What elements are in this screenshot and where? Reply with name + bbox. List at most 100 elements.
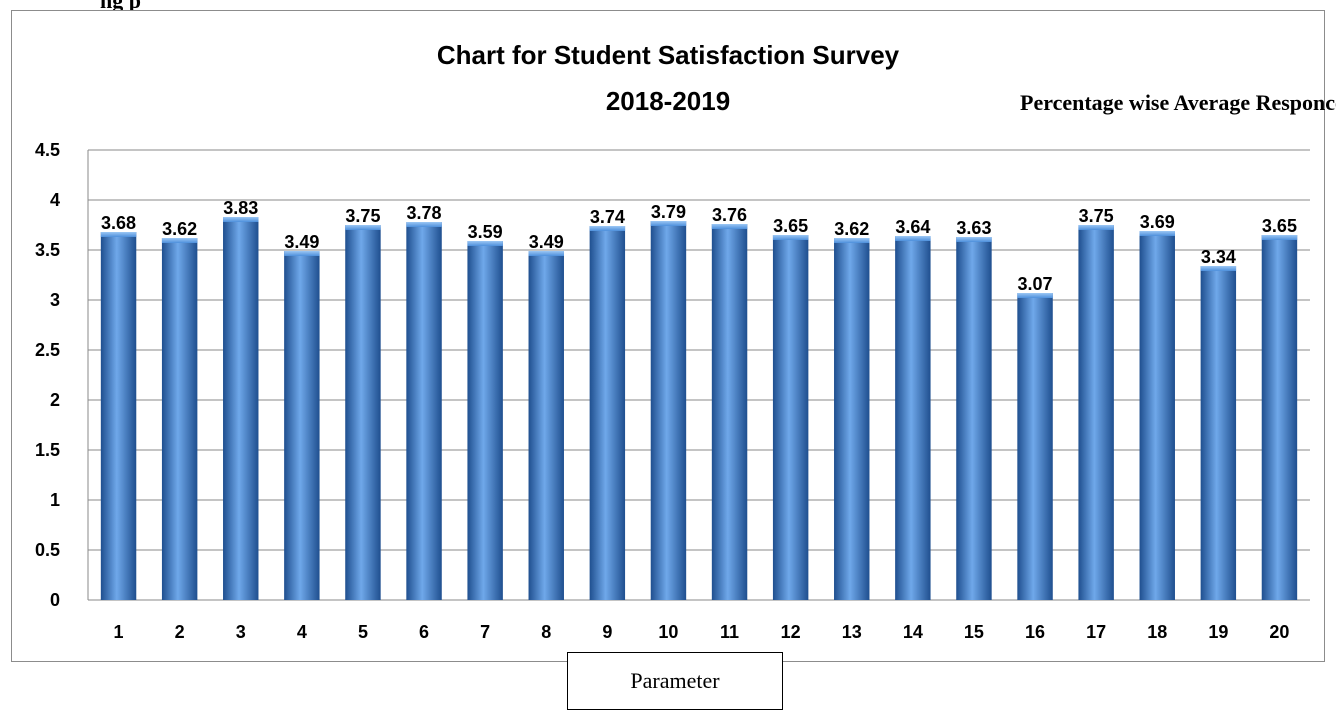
bar <box>834 238 870 600</box>
y-tick-label: 4.5 <box>35 140 60 160</box>
data-label: 3.63 <box>956 218 991 238</box>
y-tick-label: 1.5 <box>35 440 60 460</box>
bar-top-highlight <box>711 224 748 229</box>
bar-top-highlight <box>1078 225 1114 230</box>
bar <box>956 237 992 600</box>
y-tick-label: 3.5 <box>35 240 60 260</box>
x-tick-label: 11 <box>720 622 739 642</box>
bar-top-highlight <box>467 241 503 246</box>
bars <box>100 217 1298 600</box>
bar <box>589 226 626 600</box>
x-tick-label: 10 <box>658 622 678 642</box>
x-axis-title-text: Parameter <box>630 668 720 693</box>
bar <box>345 225 381 600</box>
y-tick-label: 1 <box>50 490 60 510</box>
y-tick-label: 3 <box>50 290 60 310</box>
chart-title-year: 2018-2019 <box>605 86 731 116</box>
bar <box>100 232 137 600</box>
gridlines <box>88 149 1310 601</box>
bar-top-highlight <box>834 238 870 243</box>
bar <box>223 217 259 600</box>
bar-top-highlight <box>1139 231 1175 236</box>
y-axis: 0 0.5 1 1.5 2 2.5 3 3.5 4 4.5 <box>35 140 89 610</box>
bar-top-highlight <box>895 236 931 241</box>
bar <box>711 224 748 600</box>
x-tick-label: 20 <box>1269 622 1289 642</box>
bar-top-highlight <box>1200 266 1237 271</box>
data-labels: 3.68 3.62 3.83 3.49 3.75 3.78 3.59 3.49 3.74 3.79… <box>101 198 1297 294</box>
bar <box>1078 225 1114 600</box>
bar-top-highlight <box>406 222 442 227</box>
data-label: 3.65 <box>773 216 808 236</box>
data-label: 3.49 <box>284 232 319 252</box>
bar-top-highlight <box>589 226 626 231</box>
data-label: 3.75 <box>345 206 380 226</box>
data-label: 3.62 <box>162 219 197 239</box>
y-tick-label: 0.5 <box>35 540 60 560</box>
data-label: 3.07 <box>1018 274 1053 294</box>
y-tick-label: 2 <box>50 390 60 410</box>
data-label: 3.62 <box>834 219 869 239</box>
y-tick-label: 4 <box>50 190 60 210</box>
chart-subtitle: Percentage wise Average Responce <box>1020 90 1336 115</box>
x-tick-label: 2 <box>175 622 185 642</box>
data-label: 3.59 <box>468 222 503 242</box>
bar <box>467 241 503 600</box>
bar <box>650 221 687 600</box>
bar <box>406 222 442 600</box>
bar <box>1200 266 1237 600</box>
bar-top-highlight <box>345 225 381 230</box>
bar-top-highlight <box>956 237 992 242</box>
bar-top-highlight <box>1261 235 1298 240</box>
bar-top-highlight <box>772 235 809 240</box>
data-label: 3.79 <box>651 202 686 222</box>
x-tick-label: 17 <box>1086 622 1106 642</box>
data-label: 3.75 <box>1079 206 1114 226</box>
data-label: 3.78 <box>407 203 442 223</box>
chart-title: Chart for Student Satisfaction Survey <box>436 40 900 70</box>
data-label: 3.69 <box>1140 212 1175 232</box>
x-tick-label: 6 <box>419 622 429 642</box>
bar-top-highlight <box>161 238 198 243</box>
bar-top-highlight <box>1017 293 1053 298</box>
bar-top-highlight <box>284 251 320 256</box>
data-label: 3.49 <box>529 232 564 252</box>
x-tick-label: 4 <box>297 622 307 642</box>
bar-top-highlight <box>650 221 687 226</box>
x-tick-label: 7 <box>480 622 490 642</box>
bar <box>1017 293 1053 600</box>
x-axis-title: Parameter <box>567 652 783 710</box>
bar <box>284 251 320 600</box>
x-tick-label: 13 <box>842 622 862 642</box>
bar-top-highlight <box>223 217 259 222</box>
data-label: 3.65 <box>1262 216 1297 236</box>
bar-top-highlight <box>100 232 137 237</box>
x-tick-label: 19 <box>1208 622 1228 642</box>
data-label: 3.64 <box>895 217 930 237</box>
bar <box>161 238 198 600</box>
bar <box>895 236 931 600</box>
bar <box>772 235 809 600</box>
x-tick-label: 5 <box>358 622 368 642</box>
x-tick-label: 14 <box>903 622 923 642</box>
data-label: 3.83 <box>223 198 258 218</box>
data-label: 3.68 <box>101 213 136 233</box>
x-tick-label: 9 <box>602 622 612 642</box>
x-tick-label: 8 <box>541 622 551 642</box>
bar <box>528 251 564 600</box>
bar-top-highlight <box>528 251 564 256</box>
x-tick-label: 18 <box>1147 622 1167 642</box>
data-label: 3.74 <box>590 207 625 227</box>
x-axis: 1 2 3 4 5 6 7 8 9 10 11 12 13 14 15 16 17 18 19 20 <box>114 622 1290 642</box>
x-tick-label: 15 <box>964 622 984 642</box>
bar <box>1139 231 1175 600</box>
bar <box>1261 235 1298 600</box>
x-tick-label: 3 <box>236 622 246 642</box>
data-label: 3.76 <box>712 205 747 225</box>
x-tick-label: 1 <box>114 622 124 642</box>
header-fragment: ng p <box>100 0 141 13</box>
x-tick-label: 12 <box>781 622 801 642</box>
y-tick-label: 2.5 <box>35 340 60 360</box>
